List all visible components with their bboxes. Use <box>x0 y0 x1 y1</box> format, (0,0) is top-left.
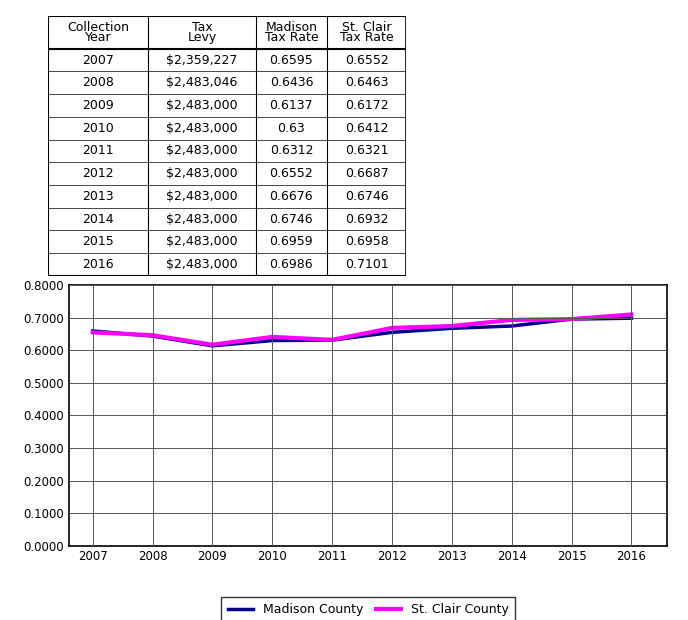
Text: 0.6312: 0.6312 <box>270 144 313 157</box>
Text: 2007: 2007 <box>83 53 114 66</box>
Text: 2015: 2015 <box>83 236 114 249</box>
Text: 0.6932: 0.6932 <box>345 213 388 226</box>
Text: 0.6746: 0.6746 <box>270 213 313 226</box>
Text: 0.6959: 0.6959 <box>270 236 313 249</box>
Text: 2013: 2013 <box>83 190 114 203</box>
Text: Collection: Collection <box>67 20 129 33</box>
St. Clair County <box>89 329 97 336</box>
Text: Madison: Madison <box>266 20 317 33</box>
Text: 2010: 2010 <box>83 122 114 135</box>
Madison County <box>388 329 396 336</box>
Text: Tax Rate: Tax Rate <box>340 30 394 43</box>
Text: $2,483,000: $2,483,000 <box>166 99 238 112</box>
Madison County <box>149 332 157 340</box>
Text: Year: Year <box>85 30 111 43</box>
Text: $2,483,000: $2,483,000 <box>166 122 238 135</box>
St. Clair County <box>448 322 456 330</box>
Text: 0.6687: 0.6687 <box>345 167 389 180</box>
Text: 0.6463: 0.6463 <box>345 76 388 89</box>
Text: 0.6137: 0.6137 <box>270 99 313 112</box>
Text: 0.6595: 0.6595 <box>270 53 313 66</box>
Text: 0.6676: 0.6676 <box>270 190 313 203</box>
Line: St. Clair County: St. Clair County <box>93 314 632 345</box>
Text: 0.6746: 0.6746 <box>345 190 389 203</box>
Line: Madison County: Madison County <box>93 318 632 346</box>
Madison County <box>448 325 456 332</box>
Text: 0.6958: 0.6958 <box>345 236 389 249</box>
St. Clair County <box>328 336 336 343</box>
St. Clair County <box>149 332 157 339</box>
Text: 0.6552: 0.6552 <box>270 167 313 180</box>
Madison County <box>508 322 516 330</box>
Text: 2008: 2008 <box>83 76 114 89</box>
Text: $2,483,000: $2,483,000 <box>166 213 238 226</box>
Text: 0.6436: 0.6436 <box>270 76 313 89</box>
Madison County <box>208 342 217 350</box>
St. Clair County <box>268 333 277 340</box>
Text: 0.6172: 0.6172 <box>345 99 389 112</box>
St. Clair County <box>508 316 516 324</box>
Text: 2009: 2009 <box>83 99 114 112</box>
Text: 2016: 2016 <box>83 258 114 271</box>
Text: 0.6552: 0.6552 <box>345 53 389 66</box>
Madison County <box>268 337 277 344</box>
Text: 2014: 2014 <box>83 213 114 226</box>
Text: Tax Rate: Tax Rate <box>265 30 319 43</box>
St. Clair County <box>627 311 636 318</box>
Text: 0.63: 0.63 <box>277 122 305 135</box>
Text: St. Clair: St. Clair <box>342 20 391 33</box>
Text: Levy: Levy <box>187 30 217 43</box>
Text: $2,483,000: $2,483,000 <box>166 167 238 180</box>
Text: 0.6321: 0.6321 <box>345 144 388 157</box>
St. Clair County <box>208 341 217 348</box>
St. Clair County <box>568 316 576 323</box>
Madison County <box>89 327 97 335</box>
Text: 0.6986: 0.6986 <box>270 258 313 271</box>
Text: $2,359,227: $2,359,227 <box>166 53 237 66</box>
Text: $2,483,000: $2,483,000 <box>166 258 238 271</box>
Madison County <box>328 337 336 344</box>
Text: $2,483,046: $2,483,046 <box>166 76 237 89</box>
Text: Tax: Tax <box>192 20 213 33</box>
St. Clair County <box>388 324 396 332</box>
Text: 0.7101: 0.7101 <box>345 258 389 271</box>
Text: 0.6412: 0.6412 <box>345 122 388 135</box>
Text: $2,483,000: $2,483,000 <box>166 190 238 203</box>
Text: 2012: 2012 <box>83 167 114 180</box>
Text: 2011: 2011 <box>83 144 114 157</box>
Legend: Madison County, St. Clair County: Madison County, St. Clair County <box>222 597 515 620</box>
Madison County <box>568 316 576 323</box>
Text: $2,483,000: $2,483,000 <box>166 236 238 249</box>
Madison County <box>627 314 636 322</box>
Text: $2,483,000: $2,483,000 <box>166 144 238 157</box>
